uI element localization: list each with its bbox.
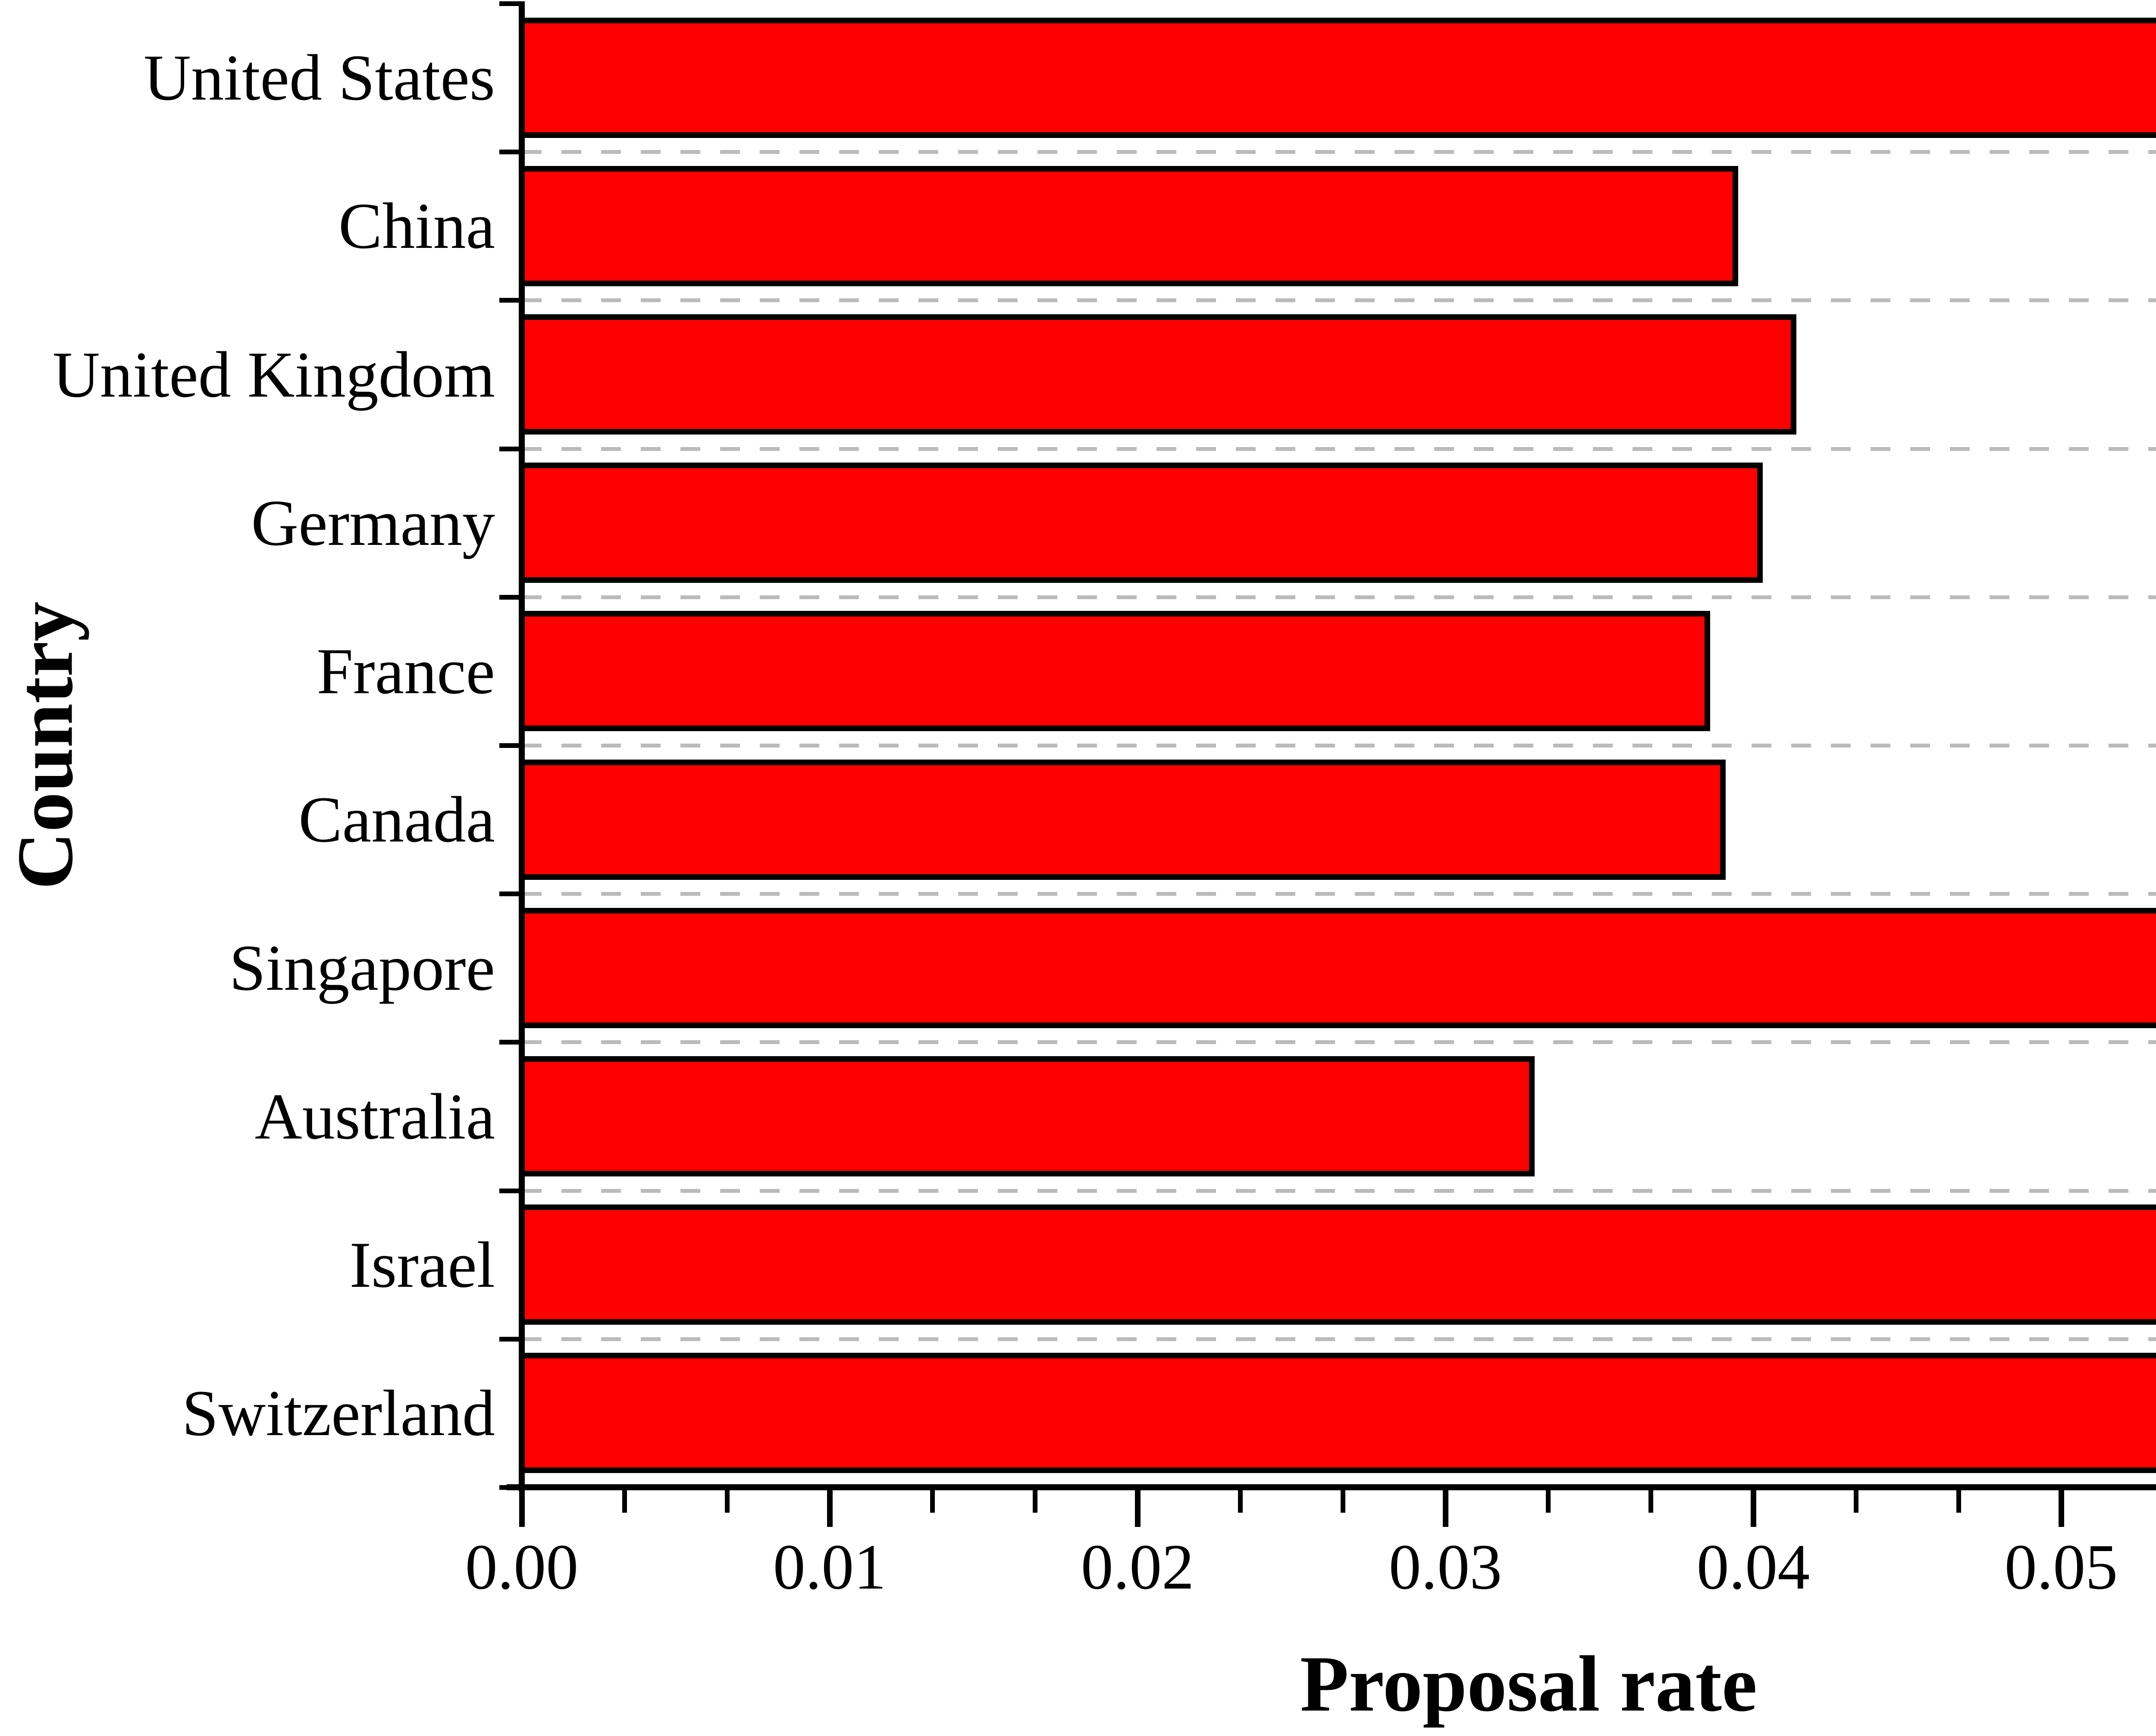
x-tick-label: 0.01 [773, 1531, 887, 1603]
gridline [522, 595, 2156, 599]
y-tick [499, 447, 522, 451]
bar-germany [519, 463, 1763, 583]
gridline [522, 1337, 2156, 1341]
category-label-germany: Germany [251, 487, 495, 559]
bar-united-kingdom [519, 314, 1796, 435]
category-label-united-states: United States [144, 41, 495, 114]
gridline [522, 150, 2156, 154]
y-tick [499, 298, 522, 303]
x-minor-tick [725, 1490, 730, 1513]
x-tick-label: 0.05 [2004, 1531, 2118, 1603]
category-label-switzerland: Switzerland [182, 1377, 495, 1449]
x-major-tick [827, 1490, 833, 1527]
x-minor-tick [1546, 1490, 1551, 1513]
x-major-tick [1135, 1490, 1141, 1527]
x-minor-tick [1341, 1490, 1345, 1513]
category-label-china: China [338, 190, 495, 262]
x-minor-tick [1956, 1490, 1961, 1513]
gridline [522, 447, 2156, 451]
x-tick-label: 0.02 [1081, 1531, 1194, 1603]
y-tick [499, 1040, 522, 1045]
category-label-canada: Canada [298, 783, 495, 856]
gridline [522, 298, 2156, 302]
bar-singapore [519, 908, 2156, 1028]
category-label-united-kingdom: United Kingdom [53, 338, 495, 411]
x-minor-tick [1033, 1490, 1037, 1513]
gridline [522, 744, 2156, 748]
x-minor-tick [1648, 1490, 1653, 1513]
bar-france [519, 611, 1710, 731]
gridline [522, 1040, 2156, 1044]
x-tick-label: 0.03 [1388, 1531, 1502, 1603]
x-tick-label: 0.00 [465, 1531, 579, 1603]
category-label-france: France [317, 635, 495, 707]
category-label-singapore: Singapore [229, 932, 495, 1004]
x-minor-tick [1238, 1490, 1243, 1513]
x-minor-tick [1854, 1490, 1858, 1513]
x-minor-tick [930, 1490, 935, 1513]
x-minor-tick [622, 1490, 627, 1513]
x-axis-title: Proposal rate [1300, 1640, 1758, 1728]
bar-canada [519, 760, 1726, 880]
y-axis-line [519, 1, 525, 1491]
gridline [522, 1189, 2156, 1193]
x-axis-line [507, 1484, 2156, 1490]
x-major-tick [2059, 1490, 2064, 1527]
x-major-tick [1751, 1490, 1756, 1527]
x-tick-label: 0.04 [1696, 1531, 1810, 1603]
category-label-israel: Israel [349, 1229, 495, 1301]
y-tick [499, 1, 522, 6]
bar-israel [519, 1204, 2156, 1325]
x-major-tick [519, 1490, 525, 1527]
bar-australia [519, 1056, 1535, 1176]
bar-united-states [519, 18, 2156, 138]
gridline [522, 892, 2156, 896]
y-tick [499, 1189, 522, 1193]
y-tick [499, 595, 522, 600]
y-tick [499, 891, 522, 896]
y-tick [499, 1485, 522, 1490]
bar-switzerland [519, 1353, 2156, 1473]
y-tick [499, 743, 522, 748]
y-tick [499, 1337, 522, 1342]
category-label-australia: Australia [254, 1080, 495, 1153]
bar-china [519, 166, 1738, 286]
x-major-tick [1443, 1490, 1448, 1527]
y-tick [499, 150, 522, 154]
